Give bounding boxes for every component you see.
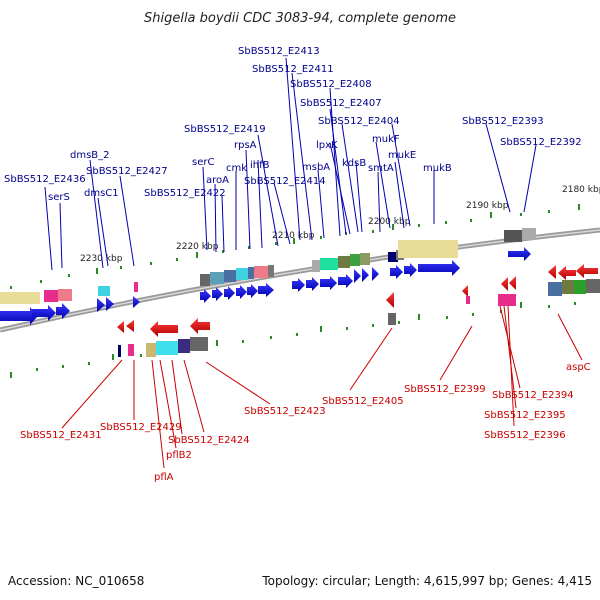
gene-label: rpsA [234, 140, 257, 151]
gene-label: mukB [423, 163, 452, 174]
gene-arrow-forward [106, 297, 114, 311]
gene-label: SbBS512_E2394 [492, 390, 574, 401]
topology-text: Topology: circular; Length: 4,615,997 bp… [261, 574, 592, 588]
gene-arrow-reverse [190, 318, 210, 334]
tick-label: 2220 kbp [176, 242, 219, 252]
gene-label: ihfB [250, 160, 270, 171]
gene-arrow-reverse [386, 292, 394, 308]
gene-label: SbBS512_E2414 [244, 176, 326, 187]
gene-label: SbBS512_E2436 [4, 174, 86, 185]
reverse-gene-boxes [118, 279, 600, 357]
gene-arrow-forward [404, 263, 417, 277]
gene-label: msbA [302, 162, 330, 173]
gene-label: SbBS512_E2411 [252, 64, 334, 75]
gene-arrow-forward [200, 289, 211, 303]
gene-label: mukE [388, 150, 416, 161]
gene-label: SbBS512_E2413 [238, 46, 320, 57]
gene-label: pflB2 [166, 450, 192, 461]
gene-label: SbBS512_E2423 [244, 406, 326, 417]
gene-arrow-reverse [117, 321, 124, 333]
gene-label: SbBS512_E2419 [184, 124, 266, 135]
gene-arrow-forward [508, 247, 531, 261]
gene-label: SbBS512_E2399 [404, 384, 486, 395]
gene-label: pflA [154, 472, 174, 483]
gene-arrow-reverse [558, 266, 576, 280]
gene-label: SbBS512_E2431 [20, 430, 102, 441]
gene-label: SbBS512_E2392 [500, 137, 582, 148]
gene-label: SbBS512_E2422 [144, 188, 226, 199]
gene-arrow-forward [354, 269, 361, 283]
gene-label: SbBS512_E2405 [322, 396, 404, 407]
gene-label: aroA [206, 175, 229, 186]
forward-labels: SbBS512_E2413 SbBS512_E2411 SbBS512_E240… [4, 46, 582, 203]
gene-arrow-forward [97, 298, 105, 312]
gene-label: SbBS512_E2407 [300, 98, 382, 109]
gene-arrow-forward [418, 260, 460, 276]
tick-label: 2230 kbp [80, 254, 123, 264]
gene-arrow-reverse [150, 321, 178, 337]
gene-label: SbBS512_E2393 [462, 116, 544, 127]
gene-arrow-reverse [126, 320, 134, 332]
gene-arrow-forward [372, 267, 379, 281]
gene-arrow-reverse [548, 265, 556, 279]
gene-label: cmk [226, 163, 247, 174]
gene-arrow-reverse [501, 277, 508, 291]
gene-arrow-forward [320, 276, 337, 290]
gene-label: SbBS512_E2395 [484, 410, 566, 421]
tick-label: 2210 kbp [272, 231, 315, 241]
gene-label: serC [192, 157, 214, 168]
gene-arrow-forward [224, 286, 235, 300]
reverse-labels: SbBS512_E2399 aspC SbBS512_E2394 SbBS512… [20, 362, 591, 483]
gene-arrow-reverse [576, 264, 598, 278]
forward-leader-lines [44, 57, 537, 271]
outer-ticks [10, 204, 580, 289]
gene-arrow-forward [0, 307, 38, 325]
tick-label: 2190 kbp [466, 201, 509, 211]
gene-label: SbBS512_E2424 [168, 435, 250, 446]
gene-arrow-forward [212, 287, 223, 301]
gene-label: smtA [368, 163, 394, 174]
gene-label: mukF [372, 134, 400, 145]
gene-arrow-forward [338, 274, 353, 288]
inner-ticks [10, 302, 576, 378]
gene-arrow-forward [390, 265, 403, 279]
gene-label: lpxK [316, 140, 338, 151]
gene-arrow-forward [56, 303, 70, 319]
gene-arrow-forward [32, 305, 56, 321]
gene-label: dmsB_2 [70, 150, 110, 161]
forward-gene-boxes [0, 228, 536, 304]
reverse-leader-lines [61, 305, 583, 469]
gene-arrow-forward [362, 268, 369, 282]
gene-label: SbBS512_E2427 [86, 166, 168, 177]
forward-genes [0, 247, 531, 325]
gene-arrow-forward [236, 285, 247, 299]
accession-text: Accession: NC_010658 [8, 574, 144, 588]
gene-label: SbBS512_E2408 [290, 79, 372, 90]
reverse-genes [117, 264, 598, 337]
gene-arrow-forward [133, 296, 140, 308]
gene-arrow-forward [258, 283, 274, 297]
gene-arrow-reverse [462, 285, 468, 297]
gene-label: kdsB [342, 158, 366, 169]
gene-label: SbBS512_E2429 [100, 422, 182, 433]
gene-label: SbBS512_E2404 [318, 116, 400, 127]
map-title: Shigella boydii CDC 3083-94, complete ge… [144, 11, 456, 26]
gene-arrow-forward [306, 277, 319, 291]
gene-label: SbBS512_E2396 [484, 430, 566, 441]
gene-arrow-forward [247, 284, 258, 298]
gene-label: serS [48, 192, 70, 203]
gene-arrow-reverse [509, 276, 516, 290]
gene-label: dmsC1 [84, 188, 119, 199]
gene-arrow-forward [292, 278, 305, 292]
tick-label: 2180 kbp [562, 185, 600, 195]
gene-label: aspC [566, 362, 591, 373]
